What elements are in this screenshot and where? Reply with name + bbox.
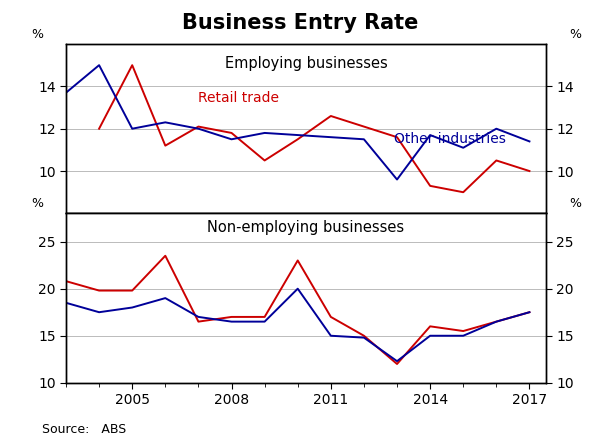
Text: %: % bbox=[569, 28, 581, 40]
Text: %: % bbox=[31, 28, 43, 40]
Text: Retail trade: Retail trade bbox=[198, 91, 279, 105]
Text: %: % bbox=[569, 197, 581, 210]
Text: Other industries: Other industries bbox=[394, 132, 506, 146]
Text: %: % bbox=[31, 197, 43, 210]
Text: Business Entry Rate: Business Entry Rate bbox=[182, 13, 418, 33]
Text: Employing businesses: Employing businesses bbox=[224, 56, 388, 71]
Text: Source:   ABS: Source: ABS bbox=[42, 422, 126, 436]
Text: Non-employing businesses: Non-employing businesses bbox=[208, 220, 404, 235]
